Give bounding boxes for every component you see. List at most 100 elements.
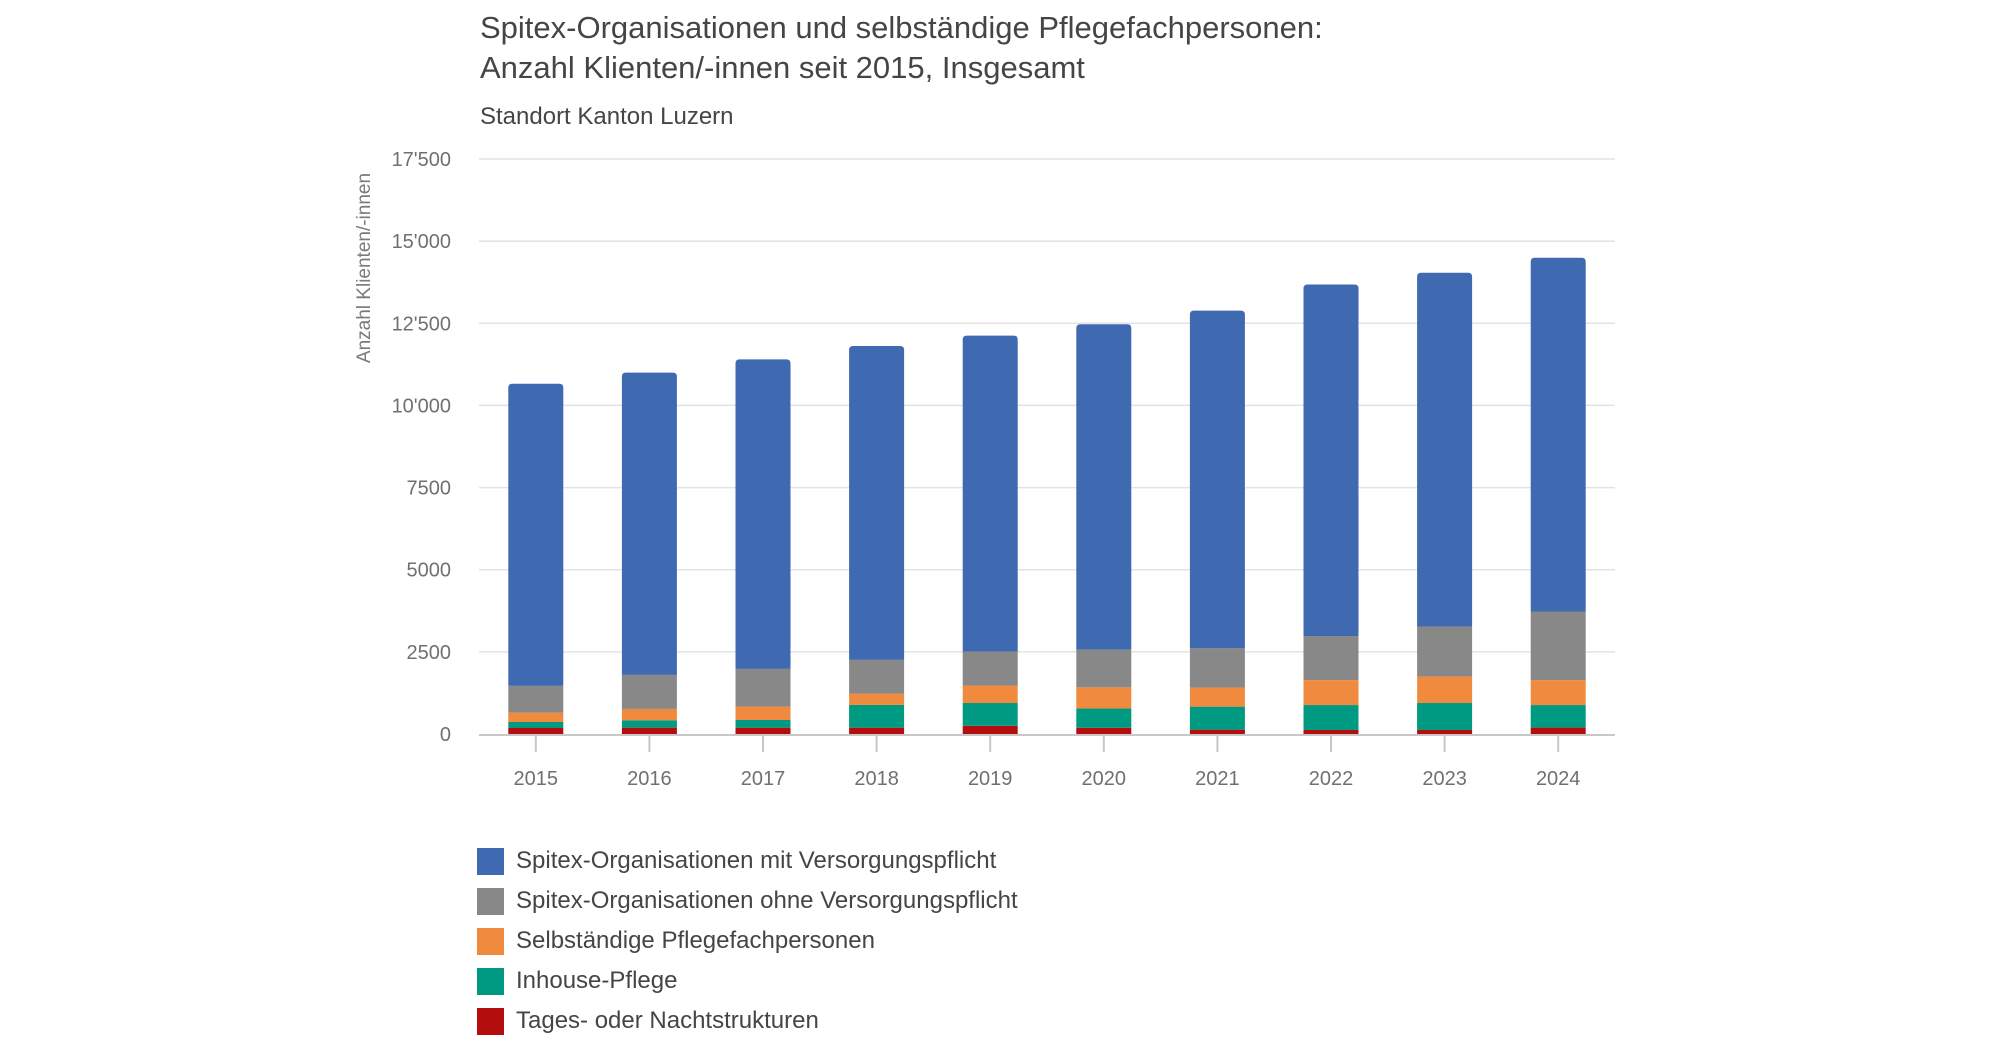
bars xyxy=(508,257,1586,734)
x-tick-label: 2019 xyxy=(968,768,1013,790)
legend-label: Spitex-Organisationen mit Versorgungspfl… xyxy=(516,847,997,874)
bar-segment[interactable] xyxy=(621,674,677,709)
y-tick-label: 7500 xyxy=(407,478,452,500)
x-tick-label: 2018 xyxy=(854,768,899,790)
y-axis-title: Anzahl Klienten/-innen xyxy=(354,173,375,363)
x-tick-label: 2015 xyxy=(514,768,559,790)
chart-title-line-2: Anzahl Klienten/-innen seit 2015, Insges… xyxy=(480,50,1085,85)
bar-stack-2018 xyxy=(849,345,905,734)
bar-segment[interactable] xyxy=(621,372,677,675)
bar-segment[interactable] xyxy=(849,345,905,660)
bar-segment[interactable] xyxy=(1303,705,1359,730)
x-tick-label: 2022 xyxy=(1309,768,1354,790)
bar-segment[interactable] xyxy=(735,719,791,728)
bar-segment[interactable] xyxy=(508,383,564,686)
bar-segment[interactable] xyxy=(1076,687,1132,709)
bar-segment[interactable] xyxy=(962,335,1018,652)
y-tick-label: 15'000 xyxy=(392,231,451,253)
y-tick-label: 0 xyxy=(440,724,451,746)
bar-segment[interactable] xyxy=(508,712,564,722)
legend-item[interactable]: Selbständige Pflegefachpersonen xyxy=(477,921,1018,961)
y-tick-label: 12'500 xyxy=(392,313,451,335)
bar-stack-2021 xyxy=(1189,310,1245,734)
bar-segment[interactable] xyxy=(1076,649,1132,688)
legend-swatch xyxy=(477,927,504,955)
bar-stack-2017 xyxy=(735,359,791,734)
legend-item[interactable]: Inhouse-Pflege xyxy=(477,961,1018,1001)
bar-segment[interactable] xyxy=(1417,676,1473,704)
x-tick-label: 2023 xyxy=(1422,768,1467,790)
bar-segment[interactable] xyxy=(1530,680,1586,706)
bar-segment[interactable] xyxy=(962,651,1018,686)
bar-segment[interactable] xyxy=(962,703,1018,726)
bar-segment[interactable] xyxy=(508,721,564,728)
bar-segment[interactable] xyxy=(508,727,564,734)
bar-segment[interactable] xyxy=(1530,257,1586,612)
bar-segment[interactable] xyxy=(735,706,791,720)
bar-segment[interactable] xyxy=(849,659,905,694)
bar-segment[interactable] xyxy=(1530,727,1586,734)
bar-segment[interactable] xyxy=(1076,708,1132,728)
legend-swatch xyxy=(477,847,504,875)
legend-item[interactable]: Tages- oder Nachtstrukturen xyxy=(477,1001,1018,1041)
legend: Spitex-Organisationen mit Versorgungspfl… xyxy=(477,841,1018,1041)
y-axis-ticks: 0 2500 5000 7500 10'000 12'500 15'000 17'500 xyxy=(392,149,451,746)
bar-segment[interactable] xyxy=(621,727,677,734)
bar-segment[interactable] xyxy=(849,693,905,705)
bar-segment[interactable] xyxy=(1417,729,1473,734)
bar-segment[interactable] xyxy=(1189,687,1245,707)
legend-item[interactable]: Spitex-Organisationen ohne Versorgungspf… xyxy=(477,881,1018,921)
x-tick-label: 2016 xyxy=(627,768,672,790)
bar-segment[interactable] xyxy=(962,685,1018,704)
bar-stack-2015 xyxy=(508,383,564,734)
legend-swatch xyxy=(477,967,504,995)
bar-stack-2019 xyxy=(962,335,1018,734)
bar-segment[interactable] xyxy=(508,685,564,713)
y-tick-label: 10'000 xyxy=(392,395,451,417)
bar-segment[interactable] xyxy=(962,725,1018,734)
bar-segment[interactable] xyxy=(1303,284,1359,637)
x-axis: 2015 2016 2017 2018 2019 2020 2021 2022 2023 2024 xyxy=(479,734,1615,790)
bar-segment[interactable] xyxy=(1076,324,1132,650)
x-tick-label: 2024 xyxy=(1536,768,1581,790)
bar-segment[interactable] xyxy=(1417,272,1473,627)
bar-segment[interactable] xyxy=(1530,611,1586,681)
chart-subtitle: Standort Kanton Luzern xyxy=(480,103,734,130)
legend-label: Spitex-Organisationen ohne Versorgungspf… xyxy=(516,887,1018,914)
bar-segment[interactable] xyxy=(1189,729,1245,734)
y-tick-label: 17'500 xyxy=(392,149,451,171)
x-tick-label: 2020 xyxy=(1082,768,1127,790)
bar-segment[interactable] xyxy=(621,720,677,728)
legend-label: Tages- oder Nachtstrukturen xyxy=(516,1007,819,1034)
bar-stack-2023 xyxy=(1417,272,1473,734)
bar-segment[interactable] xyxy=(849,727,905,734)
bar-segment[interactable] xyxy=(1530,705,1586,728)
bar-segment[interactable] xyxy=(1303,680,1359,706)
bar-segment[interactable] xyxy=(1417,703,1473,730)
x-tick-label: 2017 xyxy=(741,768,786,790)
legend-swatch xyxy=(477,887,504,915)
bar-segment[interactable] xyxy=(1189,706,1245,730)
bar-stack-2020 xyxy=(1076,324,1132,734)
y-tick-label: 2500 xyxy=(407,642,452,664)
x-tick-label: 2021 xyxy=(1195,768,1240,790)
bar-segment[interactable] xyxy=(1189,310,1245,649)
bar-segment[interactable] xyxy=(735,359,791,669)
y-tick-label: 5000 xyxy=(407,560,452,582)
bar-segment[interactable] xyxy=(849,704,905,728)
bar-segment[interactable] xyxy=(1076,727,1132,734)
bar-segment[interactable] xyxy=(1189,648,1245,688)
bar-stack-2022 xyxy=(1303,284,1359,734)
bar-segment[interactable] xyxy=(1303,729,1359,734)
bar-stack-2024 xyxy=(1530,257,1586,734)
bar-stack-2016 xyxy=(621,372,677,734)
chart-title-line-1: Spitex-Organisationen und selbständige P… xyxy=(480,10,1323,45)
bar-segment[interactable] xyxy=(735,668,791,707)
legend-item[interactable]: Spitex-Organisationen mit Versorgungspfl… xyxy=(477,841,1018,881)
bar-segment[interactable] xyxy=(1417,626,1473,677)
bar-segment[interactable] xyxy=(735,727,791,734)
legend-label: Selbständige Pflegefachpersonen xyxy=(516,927,875,954)
bar-segment[interactable] xyxy=(621,708,677,721)
bar-segment[interactable] xyxy=(1303,636,1359,681)
